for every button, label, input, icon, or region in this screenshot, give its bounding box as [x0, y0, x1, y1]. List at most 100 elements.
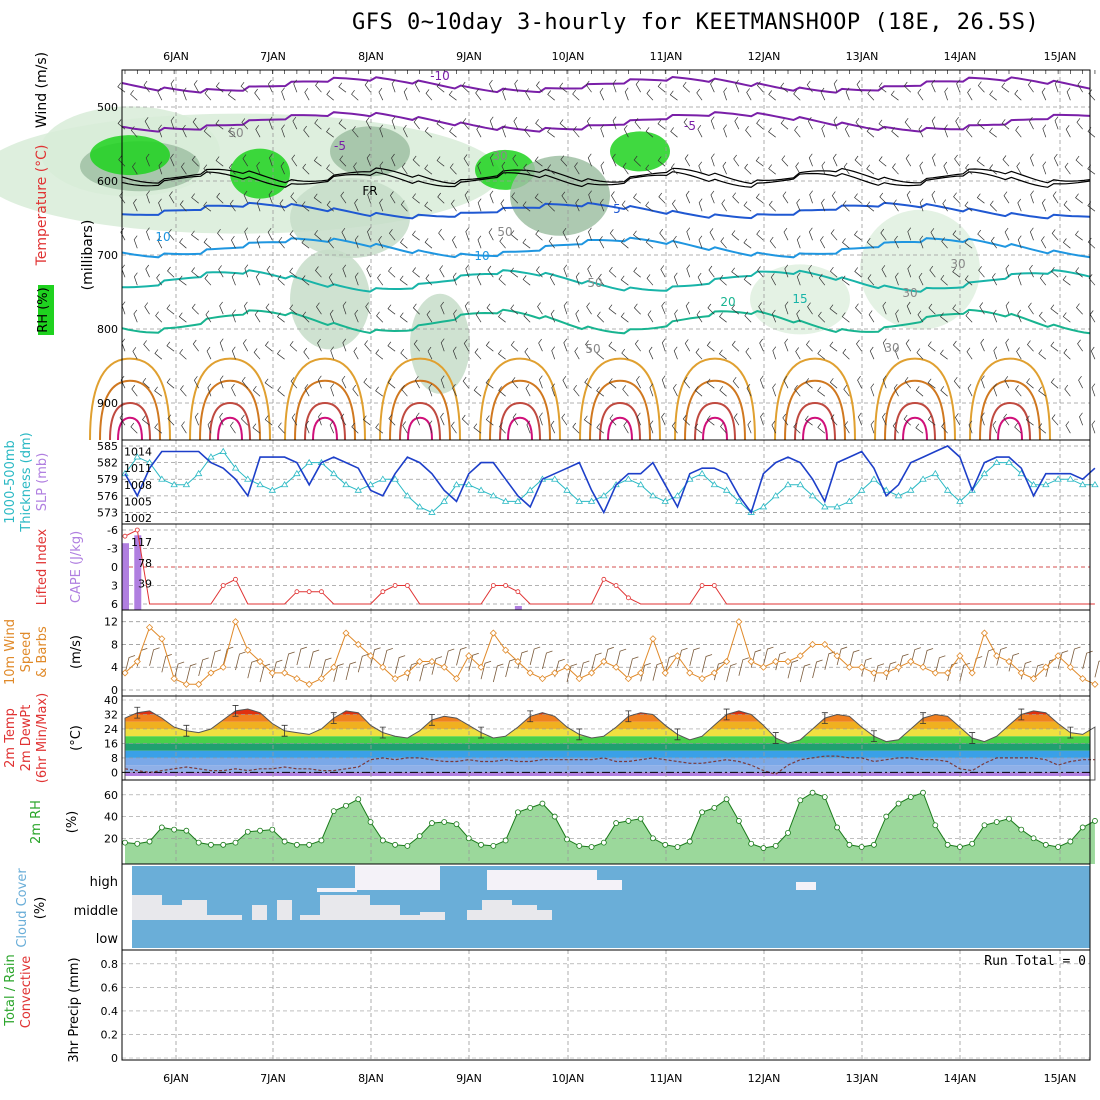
wind-barb	[1063, 200, 1071, 212]
wind-barb	[919, 235, 924, 249]
wind-barb	[219, 375, 224, 389]
wind-barb	[1038, 349, 1047, 360]
cape-tick: 78	[138, 557, 152, 570]
wind-barb	[585, 80, 592, 93]
wind-barb	[893, 383, 899, 397]
wind-barb	[318, 412, 322, 426]
wind-speed-point	[686, 669, 694, 677]
wind-barb	[340, 413, 347, 426]
frames-layer	[121, 69, 1096, 1061]
wind-barb	[267, 227, 273, 241]
wind-barb	[892, 421, 899, 434]
wind-barb	[977, 229, 985, 241]
wind-speed-point	[808, 640, 817, 649]
surface-wind-barb	[296, 646, 308, 666]
wind-barb	[399, 275, 408, 286]
wind-speed-point	[477, 663, 485, 671]
wind-barb	[587, 264, 592, 278]
thickness-tick: 573	[97, 506, 118, 519]
rh-point	[821, 794, 828, 800]
wind-barb	[804, 415, 813, 426]
wind-barb	[624, 87, 629, 101]
wind-barb	[490, 153, 494, 167]
panel-frame-precip	[121, 949, 1091, 1061]
wind-barb	[771, 420, 777, 434]
minmax-bar	[625, 710, 632, 723]
wind-barb	[290, 192, 298, 204]
wind-speed-point	[403, 669, 411, 677]
wind-barb	[1075, 193, 1083, 204]
wind-barb	[391, 79, 396, 93]
thickness-point	[403, 492, 412, 499]
wind-barb	[1076, 303, 1083, 315]
rh-point	[969, 840, 976, 847]
wind-barb	[387, 304, 396, 315]
wind-barb	[854, 267, 862, 278]
hot-temp-contour	[794, 401, 836, 441]
wind-barb	[747, 420, 752, 434]
wind-barb	[906, 301, 912, 315]
wind-barb	[796, 235, 801, 249]
wind-barb	[231, 383, 236, 397]
wind-barb	[437, 192, 445, 204]
mid-cloud-block	[370, 905, 400, 920]
wind-barb	[574, 162, 580, 175]
wind-barb	[882, 412, 887, 426]
slp-tick: 1002	[124, 512, 152, 525]
wind-barb	[894, 235, 899, 249]
contour-label: 30	[902, 286, 917, 300]
wind-barb	[178, 275, 187, 286]
wind-barb	[465, 227, 470, 241]
rh-point	[686, 838, 693, 845]
temp-label-3: (6hr Min/Max)	[35, 693, 50, 783]
thickness-point	[796, 480, 804, 488]
hot-temp-contour	[99, 379, 161, 441]
date-label-bottom: 6JAN	[163, 1072, 189, 1085]
wind-barb	[473, 423, 482, 434]
wind-barb	[867, 274, 875, 286]
rh-shading	[90, 135, 170, 176]
wind-barb	[314, 230, 322, 241]
cape-tick: 39	[138, 577, 152, 590]
wind-barb	[338, 82, 347, 93]
wind-barb	[170, 153, 175, 167]
surface-wind-barb	[222, 646, 234, 666]
wind-barb	[498, 386, 506, 397]
wind-barb	[572, 422, 580, 434]
wind-speed-point	[416, 657, 424, 666]
surface-wind-barb	[271, 659, 283, 679]
wind-barb	[1077, 80, 1083, 93]
rh-point	[858, 844, 865, 850]
wind-barb	[772, 383, 777, 397]
wind-barb	[539, 412, 543, 426]
hot-temp-contour	[702, 416, 728, 441]
date-label-bottom: 9JAN	[456, 1072, 482, 1085]
surface-wind-barb	[321, 657, 332, 677]
wind-barb	[475, 88, 482, 101]
wind-barb	[1074, 230, 1083, 241]
thickness-point	[477, 486, 485, 493]
wind-barb	[597, 273, 605, 286]
cloud-level-label: high	[90, 875, 118, 890]
hot-temp-contour	[507, 416, 533, 441]
cloud-level-label: low	[96, 932, 119, 947]
wind-barb	[367, 227, 371, 241]
cape-bar	[134, 535, 142, 610]
surface-wind-barb	[984, 648, 995, 668]
wind-barb	[977, 81, 985, 93]
wind-barb	[203, 201, 212, 212]
slp-tick: 1008	[124, 479, 152, 492]
wind-barb	[132, 162, 138, 175]
minmax-bar	[1018, 708, 1025, 721]
wind-barb	[853, 230, 862, 241]
wind-barb	[1015, 125, 1022, 138]
wind-barb	[180, 385, 187, 397]
rh-point	[502, 837, 509, 844]
wind-barb	[1052, 191, 1059, 204]
lifted-index-tick: 6	[111, 598, 118, 611]
wind-barb	[855, 117, 862, 130]
wind-barb	[1076, 118, 1083, 130]
wind-barb	[903, 81, 912, 93]
date-label-bottom: 8JAN	[358, 1072, 384, 1085]
wind-barb	[685, 301, 691, 315]
